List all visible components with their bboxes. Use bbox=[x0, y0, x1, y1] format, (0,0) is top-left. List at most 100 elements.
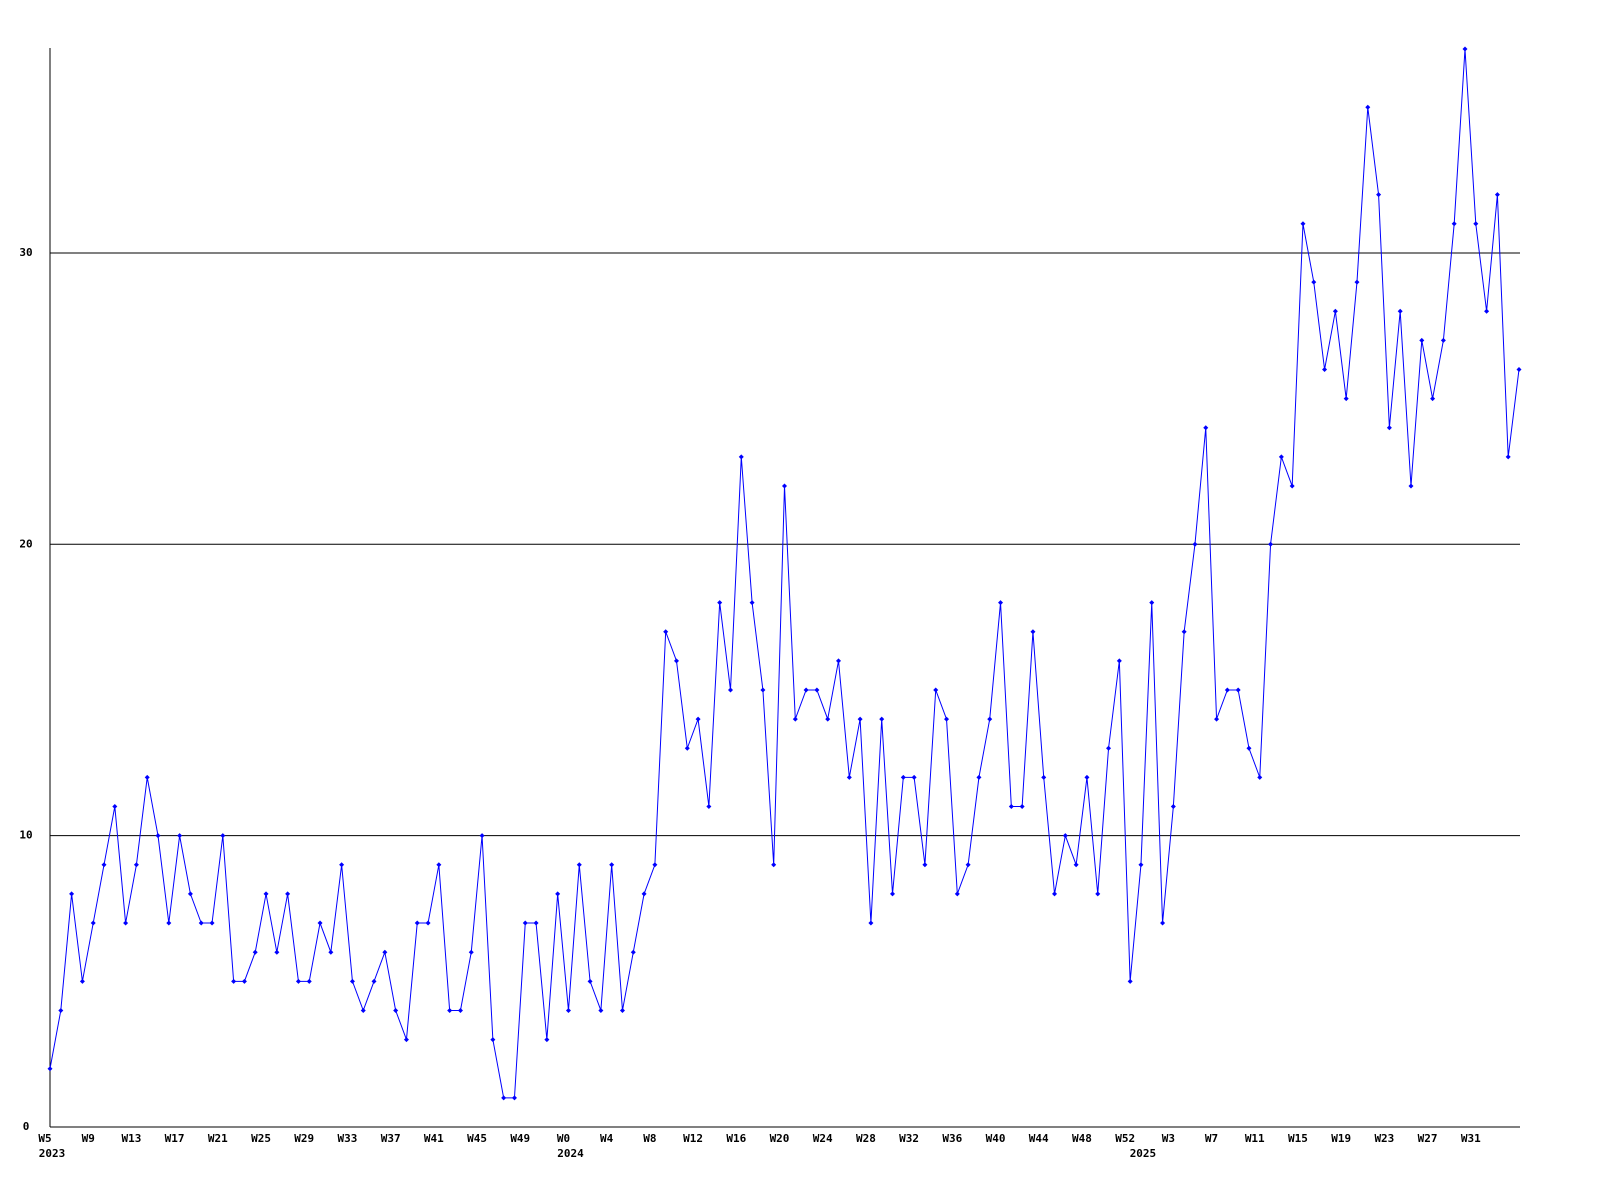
data-point bbox=[1397, 308, 1403, 314]
data-point bbox=[1224, 687, 1230, 693]
data-point bbox=[706, 804, 712, 810]
data-point bbox=[1052, 891, 1058, 897]
data-point bbox=[317, 920, 323, 926]
data-point bbox=[587, 978, 593, 984]
data-point bbox=[155, 833, 161, 839]
x-tick-label: W9 bbox=[82, 1132, 95, 1145]
data-point bbox=[112, 804, 118, 810]
data-point bbox=[1030, 629, 1036, 635]
data-point bbox=[263, 891, 269, 897]
data-point bbox=[1322, 366, 1328, 372]
data-point bbox=[792, 716, 798, 722]
data-point bbox=[1192, 541, 1198, 547]
data-point bbox=[954, 891, 960, 897]
x-tick-label: W37 bbox=[381, 1132, 401, 1145]
data-point bbox=[987, 716, 993, 722]
data-point bbox=[814, 687, 820, 693]
data-point bbox=[965, 862, 971, 868]
data-point bbox=[1462, 46, 1468, 52]
data-point bbox=[360, 1007, 366, 1013]
data-point bbox=[727, 687, 733, 693]
x-tick-label: W27 bbox=[1418, 1132, 1438, 1145]
data-point bbox=[1214, 716, 1220, 722]
data-point bbox=[1149, 600, 1155, 606]
data-point bbox=[1516, 366, 1522, 372]
x-tick-label: W52 bbox=[1115, 1132, 1135, 1145]
data-point bbox=[1332, 308, 1338, 314]
data-point bbox=[890, 891, 896, 897]
data-point bbox=[544, 1037, 550, 1043]
data-point bbox=[285, 891, 291, 897]
data-point bbox=[1386, 425, 1392, 431]
data-point bbox=[198, 920, 204, 926]
data-point bbox=[555, 891, 561, 897]
data-point bbox=[1289, 483, 1295, 489]
x-tick-label: W8 bbox=[643, 1132, 656, 1145]
data-point bbox=[771, 862, 777, 868]
data-point bbox=[1041, 774, 1047, 780]
data-point bbox=[565, 1007, 571, 1013]
data-point bbox=[1505, 454, 1511, 460]
data-point bbox=[1008, 804, 1014, 810]
data-point bbox=[911, 774, 917, 780]
data-point bbox=[976, 774, 982, 780]
data-point bbox=[457, 1007, 463, 1013]
y-tick-label: 0 bbox=[23, 1120, 30, 1133]
x-tick-label: W32 bbox=[899, 1132, 919, 1145]
data-point bbox=[1138, 862, 1144, 868]
data-point bbox=[825, 716, 831, 722]
data-point bbox=[1019, 804, 1025, 810]
x-tick-label: W36 bbox=[942, 1132, 962, 1145]
data-point bbox=[1376, 192, 1382, 198]
data-point bbox=[1203, 425, 1209, 431]
data-line bbox=[49, 48, 1520, 1099]
data-point bbox=[90, 920, 96, 926]
data-point bbox=[1181, 629, 1187, 635]
data-point bbox=[1440, 337, 1446, 343]
data-point bbox=[1127, 978, 1133, 984]
data-point bbox=[1246, 745, 1252, 751]
data-point bbox=[425, 920, 431, 926]
y-tick-label: 10 bbox=[19, 829, 32, 842]
data-point bbox=[1484, 308, 1490, 314]
data-point bbox=[533, 920, 539, 926]
data-point bbox=[231, 978, 237, 984]
data-point bbox=[490, 1037, 496, 1043]
data-point bbox=[738, 454, 744, 460]
data-point bbox=[101, 862, 107, 868]
data-point bbox=[382, 949, 388, 955]
data-point bbox=[1062, 833, 1068, 839]
data-point bbox=[1473, 221, 1479, 227]
data-point bbox=[295, 978, 301, 984]
data-point bbox=[1106, 745, 1112, 751]
data-point bbox=[1494, 192, 1500, 198]
data-point bbox=[58, 1007, 64, 1013]
data-point bbox=[619, 1007, 625, 1013]
x-tick-label: W28 bbox=[856, 1132, 876, 1145]
data-point bbox=[944, 716, 950, 722]
data-point bbox=[187, 891, 193, 897]
x-tick-label: W19 bbox=[1331, 1132, 1351, 1145]
x-tick-label: W29 bbox=[294, 1132, 314, 1145]
data-point bbox=[468, 949, 474, 955]
data-point bbox=[857, 716, 863, 722]
data-point bbox=[1408, 483, 1414, 489]
data-point bbox=[241, 978, 247, 984]
x-tick-label: W48 bbox=[1072, 1132, 1092, 1145]
x-tick-label: W41 bbox=[424, 1132, 444, 1145]
data-point bbox=[403, 1037, 409, 1043]
data-point bbox=[177, 833, 183, 839]
x-tick-label: W12 bbox=[683, 1132, 703, 1145]
data-point bbox=[144, 774, 150, 780]
data-point bbox=[782, 483, 787, 489]
data-point bbox=[900, 774, 906, 780]
x-tick-label: W24 bbox=[813, 1132, 833, 1145]
x-tick-label: W3 bbox=[1162, 1132, 1175, 1145]
data-point bbox=[69, 891, 75, 897]
x-tick-label: W33 bbox=[338, 1132, 358, 1145]
data-point bbox=[1343, 396, 1349, 402]
data-point bbox=[760, 687, 766, 693]
data-point bbox=[1257, 774, 1263, 780]
data-point bbox=[933, 687, 939, 693]
